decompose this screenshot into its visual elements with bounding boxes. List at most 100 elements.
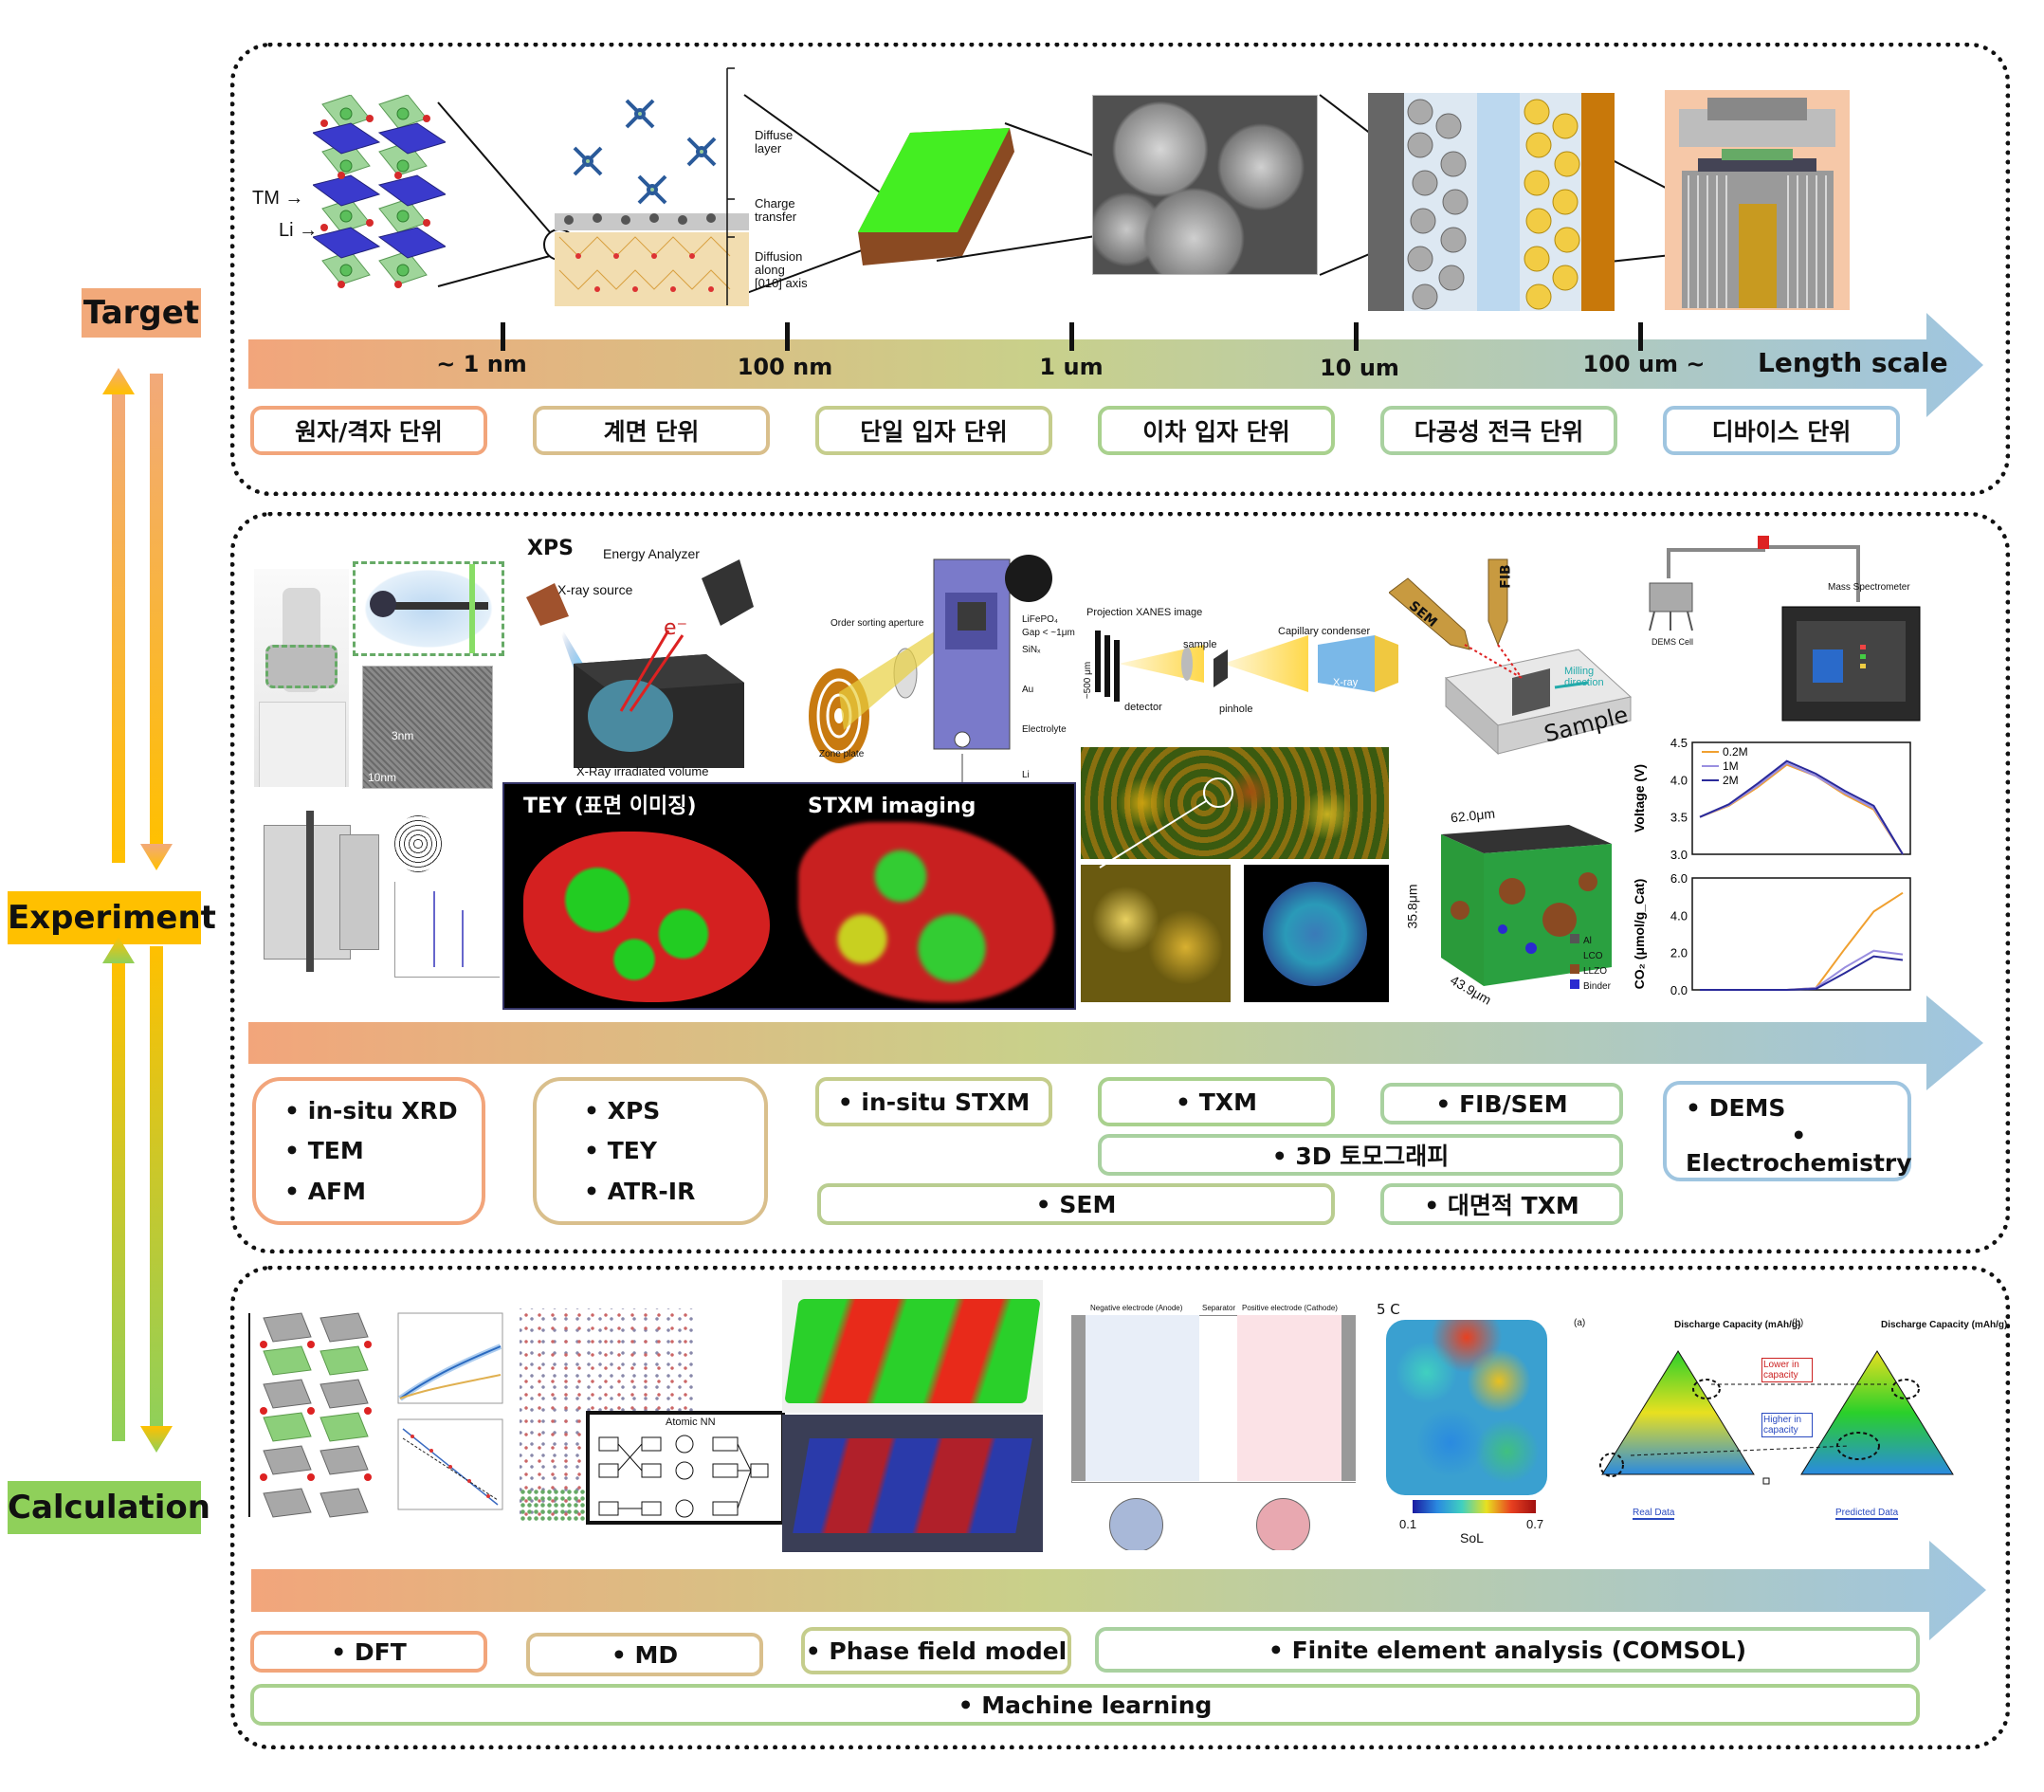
dft-structure-image — [248, 1312, 372, 1518]
tech-box-large-txm: 대면적 TXM — [1380, 1183, 1623, 1225]
tick-100nm — [785, 322, 790, 351]
panel-b-label: (b) — [1792, 1318, 1804, 1328]
section-arrows — [102, 368, 173, 1453]
y-tick-label: 4.0 — [1670, 773, 1688, 787]
phase-field-top-image — [782, 1280, 1043, 1413]
tick-label-3: 1 um — [1039, 354, 1104, 380]
pinhole-label: pinhole — [1219, 704, 1253, 715]
sol-particle-image — [1386, 1320, 1547, 1495]
sol-min-label: 0.1 — [1399, 1517, 1417, 1531]
tech-box-xps-tey-atr: XPS TEY ATR-IR — [533, 1077, 768, 1225]
series-line-2M — [1700, 955, 1904, 991]
interface-image — [555, 67, 749, 306]
y-tick-label: 6.0 — [1670, 871, 1688, 886]
y-tick-label: 3.0 — [1670, 848, 1688, 862]
tick-100um — [1638, 322, 1643, 351]
sol-label: SoL — [1460, 1530, 1484, 1545]
panel-a-label: (a) — [1574, 1318, 1586, 1328]
capillary-label: Capillary condenser — [1278, 626, 1371, 637]
legend-binder: Binder — [1570, 979, 1611, 995]
dft-plot-bottom — [397, 1418, 503, 1510]
calculation-label: Calculation — [8, 1481, 210, 1534]
y-tick-label: 3.5 — [1670, 811, 1688, 825]
y-tick-label: 4.5 — [1670, 736, 1688, 750]
single-particle-image — [858, 128, 1014, 265]
legend-llzo: LLZO — [1570, 964, 1611, 979]
tick-label-2: 100 nm — [737, 354, 833, 380]
xray-source-label: X-ray source — [557, 582, 633, 597]
scale-box-device: 디바이스 단위 — [1663, 406, 1900, 455]
xps-label: XPS — [527, 537, 574, 560]
method-box-machine-learning: Machine learning — [250, 1684, 1920, 1726]
method-box-phase-field: Phase field model — [801, 1627, 1071, 1674]
size500-label: ~500 μm — [1083, 661, 1094, 700]
fib-sem-diagram — [1389, 558, 1633, 756]
tech-box-xrd-tem-afm: in-situ XRD TEM AFM — [252, 1077, 485, 1225]
experiment-label: Experiment — [8, 891, 216, 944]
stxm-title: STXM imaging — [808, 795, 976, 818]
up-arrow-1 — [102, 368, 135, 863]
sol-max-label: 0.7 — [1526, 1517, 1544, 1531]
rate-5c-label: 5 C — [1377, 1301, 1400, 1318]
method-box-dft: DFT — [250, 1631, 487, 1673]
tick-10um — [1354, 322, 1359, 351]
txm-sample-label: sample — [1183, 639, 1217, 650]
tech-tey: TEY — [584, 1137, 657, 1164]
phase-field-bottom-image — [782, 1415, 1043, 1552]
real-data-label: Real Data — [1633, 1508, 1675, 1520]
au-label: Au — [1022, 685, 1034, 695]
tech-box-txm: TXM — [1098, 1077, 1335, 1126]
microstructure-3d-image — [1441, 825, 1612, 986]
length-scale-label: Length scale — [1758, 347, 1948, 378]
tey-title: TEY (표면 이미징) — [523, 795, 697, 818]
tech-insitu-xrd: in-situ XRD — [284, 1097, 458, 1125]
tech-dems: DEMS — [1686, 1094, 1786, 1122]
y-axis-label: CO₂ (μmol/g_Cat) — [1632, 879, 1647, 990]
diffusion-annotation: Diffusion along [010] axis — [755, 249, 808, 290]
scale-box-secondary-particle: 이차 입자 단위 — [1098, 406, 1335, 455]
gap-label: Gap < ~1μm — [1022, 628, 1075, 638]
dft-plot-top — [397, 1312, 503, 1404]
tech-box-sem: SEM — [817, 1183, 1335, 1225]
zone-plate-label: Zone plate — [819, 749, 865, 759]
porous-electrode-image — [1368, 93, 1615, 311]
predicted-data-label: Predicted Data — [1835, 1508, 1899, 1520]
electrolyte-label: Electrolyte — [1022, 724, 1067, 735]
tick-label-5: 100 um ~ — [1582, 351, 1706, 377]
energy-analyzer-label: Energy Analyzer — [603, 546, 700, 561]
method-box-md: MD — [526, 1633, 763, 1676]
atomic-nn-diagram: Atomic NN — [586, 1411, 785, 1525]
tem-instrument-image — [254, 569, 349, 787]
y-tick-label: 2.0 — [1670, 946, 1688, 960]
device-image — [1665, 90, 1850, 310]
y-axis-label: Voltage (V) — [1632, 764, 1647, 832]
diffuse-layer-annotation: Diffuse layer — [755, 128, 794, 155]
detector-label: detector — [1124, 702, 1162, 713]
tech-atr-ir: ATR-IR — [584, 1178, 696, 1205]
tey-stxm-image — [502, 782, 1076, 1010]
lifepo4-label: LiFePO₄ — [1022, 614, 1058, 625]
dems-diagram — [1649, 536, 1921, 722]
charge-transfer-annotation: Charge transfer — [755, 196, 797, 224]
tech-box-insitu-stxm: in-situ STXM — [815, 1077, 1052, 1126]
neg-electrode-label: Negative electrode (Anode) — [1090, 1304, 1183, 1312]
tem-beam-image — [353, 561, 504, 656]
chart-frame — [1691, 741, 1911, 855]
tick-label-1: ~ 1 nm — [436, 351, 527, 377]
experiment-panel — [230, 512, 2010, 1253]
insitu-xrd-image — [254, 806, 501, 981]
txm-tomography-image — [1244, 865, 1389, 1002]
projection-label: Projection XANES image — [1086, 607, 1203, 618]
irradiated-volume-label: X-Ray irradiated volume — [576, 764, 709, 778]
li-electrode-label: Li — [1022, 770, 1030, 780]
tech-tem: TEM — [284, 1137, 364, 1164]
down-arrow-2 — [140, 946, 173, 1453]
scale-box-porous-electrode: 다공성 전극 단위 — [1380, 406, 1617, 455]
tech-electrochemistry: Electrochemistry — [1686, 1122, 1912, 1177]
atomic-nn-label: Atomic NN — [666, 1417, 716, 1428]
discharge-b-label: Discharge Capacity (mAh/g) — [1881, 1320, 2008, 1330]
legend-label: 2M — [1723, 774, 1739, 787]
tech-box-3d-tomography: 3D 토모그래피 — [1098, 1134, 1623, 1176]
up-arrow-2 — [102, 937, 135, 1441]
scale-box-single-particle: 단일 입자 단위 — [815, 406, 1052, 455]
